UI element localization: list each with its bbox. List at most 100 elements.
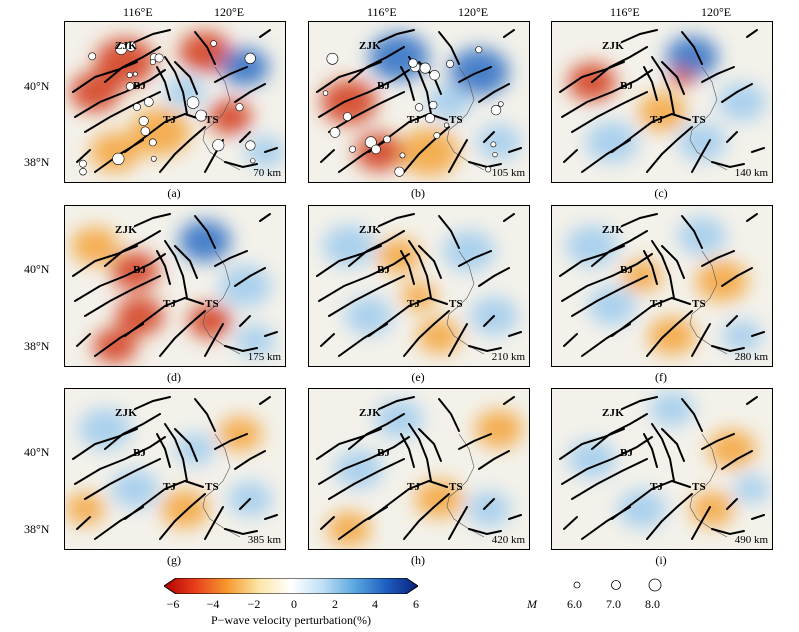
- fault-trace: [378, 396, 415, 410]
- fault-trace: [320, 333, 335, 347]
- depth-label-g: 385 km: [247, 534, 281, 546]
- earthquake-circle: [149, 58, 156, 65]
- velocity-anomaly-field: [65, 408, 272, 529]
- earthquake-circle: [212, 139, 225, 152]
- map-panel-c: 140 km ZJK BJ TJ TS: [551, 21, 773, 183]
- fault-trace: [746, 29, 758, 38]
- anomaly-blob: [70, 72, 120, 112]
- earthquake-circle: [425, 113, 435, 124]
- colorbar-tick-3: 0: [291, 597, 297, 611]
- earthquake-circle: [428, 100, 438, 110]
- fault-trace: [651, 240, 675, 299]
- map-panel-d: 175 km ZJK BJ TJ TS: [64, 205, 286, 367]
- fault-trace: [234, 267, 266, 287]
- lon-tick-116-a: 116°E: [123, 5, 153, 19]
- earthquake-circle: [322, 90, 329, 96]
- fault-trace: [318, 436, 410, 485]
- fault-trace: [134, 396, 171, 410]
- fault-trace: [458, 250, 492, 267]
- fault-trace: [483, 498, 495, 510]
- anomaly-blob: [71, 226, 119, 266]
- fault-trace: [581, 506, 631, 540]
- fault-trace: [338, 323, 388, 357]
- fault-trace: [448, 139, 468, 173]
- lon-tick-120-b: 120°E: [458, 5, 489, 19]
- fault-trace: [234, 450, 266, 470]
- city-label-bj: BJ: [620, 447, 634, 459]
- colorbar-tick-2: −2: [247, 597, 261, 611]
- city-label-ts: TS: [205, 298, 219, 310]
- magnitude-legend-title: M: [527, 597, 537, 611]
- fault-trace: [646, 126, 693, 173]
- earthquake-circle: [492, 152, 498, 158]
- anomaly-blob: [638, 92, 686, 132]
- earthquake-circle: [210, 40, 217, 47]
- fault-trace: [581, 323, 631, 357]
- earthquake-circle: [186, 96, 200, 109]
- city-label-tj: TJ: [650, 481, 664, 493]
- lon-tick-120-c: 120°E: [701, 5, 732, 19]
- fault-trace: [448, 506, 468, 540]
- panel-label-e: (e): [411, 370, 425, 384]
- fault-lines: [559, 396, 765, 540]
- anomaly-blob: [65, 493, 105, 525]
- depth-label-e: 210 km: [491, 351, 525, 363]
- earthquake-circle: [112, 152, 125, 165]
- earthquake-circle: [419, 62, 431, 74]
- earthquake-circle: [348, 145, 356, 153]
- fault-trace: [234, 83, 266, 103]
- earthquake-circle: [154, 53, 164, 63]
- fault-trace: [338, 139, 388, 173]
- anomaly-blob: [235, 325, 275, 357]
- earthquake-circle: [371, 144, 381, 155]
- lon-tick-116-b: 116°E: [367, 5, 397, 19]
- anomaly-blob: [161, 489, 209, 529]
- map-panel-a: 70 km ZJK BJ TJ TS: [64, 21, 286, 183]
- city-label-zjk: ZJK: [115, 407, 137, 419]
- anomaly-blob: [718, 82, 766, 122]
- fault-trace: [751, 331, 765, 337]
- fault-trace: [661, 245, 685, 279]
- lat-tick-38-row1: 38°N: [24, 155, 50, 169]
- earthquake-circle: [244, 52, 256, 65]
- earthquake-circle: [343, 112, 352, 121]
- city-label-zjk: ZJK: [602, 407, 624, 419]
- coastline: [202, 66, 241, 171]
- anomaly-blob: [734, 474, 770, 504]
- anomaly-blob: [401, 281, 437, 311]
- map-panel-b: 105 km ZJK BJ TJ TS: [308, 21, 530, 183]
- anomaly-blob: [690, 491, 734, 527]
- lon-tick-116-c: 116°E: [610, 5, 640, 19]
- fault-trace: [661, 428, 685, 462]
- fault-trace: [661, 61, 685, 95]
- fault-trace: [264, 331, 278, 337]
- fault-trace: [74, 69, 166, 118]
- earthquake-circle: [125, 41, 137, 52]
- earthquake-circle: [475, 46, 483, 54]
- fault-trace: [418, 428, 442, 462]
- anomaly-blob: [93, 328, 137, 364]
- colorbar-tick-4: 2: [332, 597, 338, 611]
- panel-label-h: (h): [411, 553, 425, 567]
- velocity-anomaly-field: [566, 216, 762, 356]
- city-label-ts: TS: [692, 481, 706, 493]
- anomaly-blob: [417, 318, 461, 354]
- fault-trace: [571, 91, 648, 133]
- city-label-ts: TS: [449, 481, 463, 493]
- fault-trace: [563, 516, 578, 530]
- fault-trace: [563, 333, 578, 347]
- city-label-bj: BJ: [377, 80, 391, 92]
- lat-tick-40-row3: 40°N: [24, 445, 50, 459]
- fault-trace: [721, 267, 753, 287]
- fault-trace: [224, 528, 258, 536]
- anomaly-blob: [95, 38, 155, 86]
- earthquake-circle: [245, 140, 256, 151]
- city-label-tj: TJ: [407, 298, 421, 310]
- coastline: [446, 66, 485, 171]
- fault-trace: [214, 433, 248, 450]
- fault-trace: [264, 514, 278, 520]
- fault-trace: [691, 506, 711, 540]
- panel-label-a: (a): [167, 186, 181, 200]
- fault-trace: [751, 147, 765, 153]
- fault-trace: [508, 514, 522, 520]
